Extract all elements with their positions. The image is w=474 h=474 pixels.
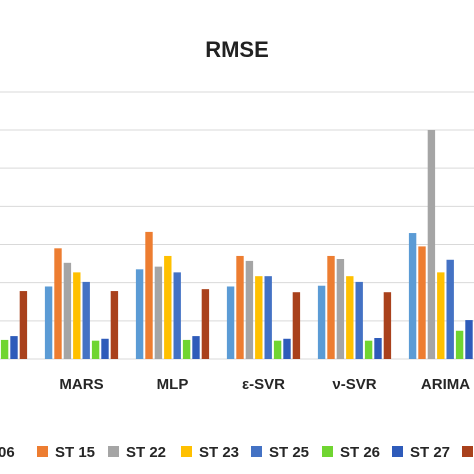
legend-label: ST 15 xyxy=(55,444,95,461)
bar xyxy=(44,286,53,359)
legend-label: 06 xyxy=(0,444,15,461)
bar xyxy=(427,130,436,359)
bar xyxy=(164,255,172,359)
legend-swatch xyxy=(392,446,403,457)
bar xyxy=(355,281,363,359)
legend: 06 ST 15 ST 22 ST 23 ST 25 ST 26 ST 27 xyxy=(0,444,473,461)
bar xyxy=(317,285,326,359)
bar xyxy=(73,272,81,359)
category-label: MARS xyxy=(59,376,103,393)
bar xyxy=(201,289,210,359)
bar xyxy=(0,339,9,359)
category-label: MLP xyxy=(157,376,189,393)
category-label: ARIMA xyxy=(421,376,470,393)
bar xyxy=(465,320,473,359)
bar xyxy=(173,272,181,359)
legend-swatch xyxy=(462,446,473,457)
chart-title: RMSE xyxy=(205,37,269,62)
legend-swatch xyxy=(181,446,192,457)
bar xyxy=(327,255,335,359)
bar xyxy=(245,260,254,359)
bar xyxy=(292,292,301,359)
bar xyxy=(383,292,392,359)
bar xyxy=(192,336,200,359)
legend-label: ST 25 xyxy=(269,444,309,461)
bar xyxy=(455,330,464,359)
bar xyxy=(19,291,28,359)
bar xyxy=(255,276,263,359)
bar xyxy=(101,338,109,359)
bar xyxy=(236,255,244,359)
bar xyxy=(283,338,291,359)
bar xyxy=(54,248,62,359)
bar xyxy=(63,262,72,359)
category-label: ε-SVR xyxy=(242,376,285,393)
bar xyxy=(110,291,119,359)
bar xyxy=(336,259,345,359)
bar xyxy=(91,340,100,359)
bar xyxy=(346,276,354,359)
bar xyxy=(82,281,90,359)
bar xyxy=(446,259,454,359)
category-label: ν-SVR xyxy=(332,376,376,393)
bar xyxy=(135,269,144,359)
bars xyxy=(0,130,473,359)
legend-swatch xyxy=(322,446,333,457)
bar xyxy=(273,340,282,359)
bar xyxy=(226,286,235,359)
bar xyxy=(408,233,417,359)
bar xyxy=(154,266,163,359)
legend-swatch xyxy=(251,446,262,457)
bar xyxy=(10,336,18,359)
bar xyxy=(264,276,272,359)
bar xyxy=(437,272,445,359)
bar xyxy=(364,340,373,359)
bar xyxy=(182,339,191,359)
legend-swatch xyxy=(108,446,119,457)
legend-swatch xyxy=(37,446,48,457)
bar xyxy=(418,246,426,359)
legend-label: ST 22 xyxy=(126,444,166,461)
legend-label: ST 27 xyxy=(410,444,450,461)
bar xyxy=(374,338,382,359)
bar xyxy=(145,231,153,359)
legend-label: ST 26 xyxy=(340,444,380,461)
legend-label: ST 23 xyxy=(199,444,239,461)
